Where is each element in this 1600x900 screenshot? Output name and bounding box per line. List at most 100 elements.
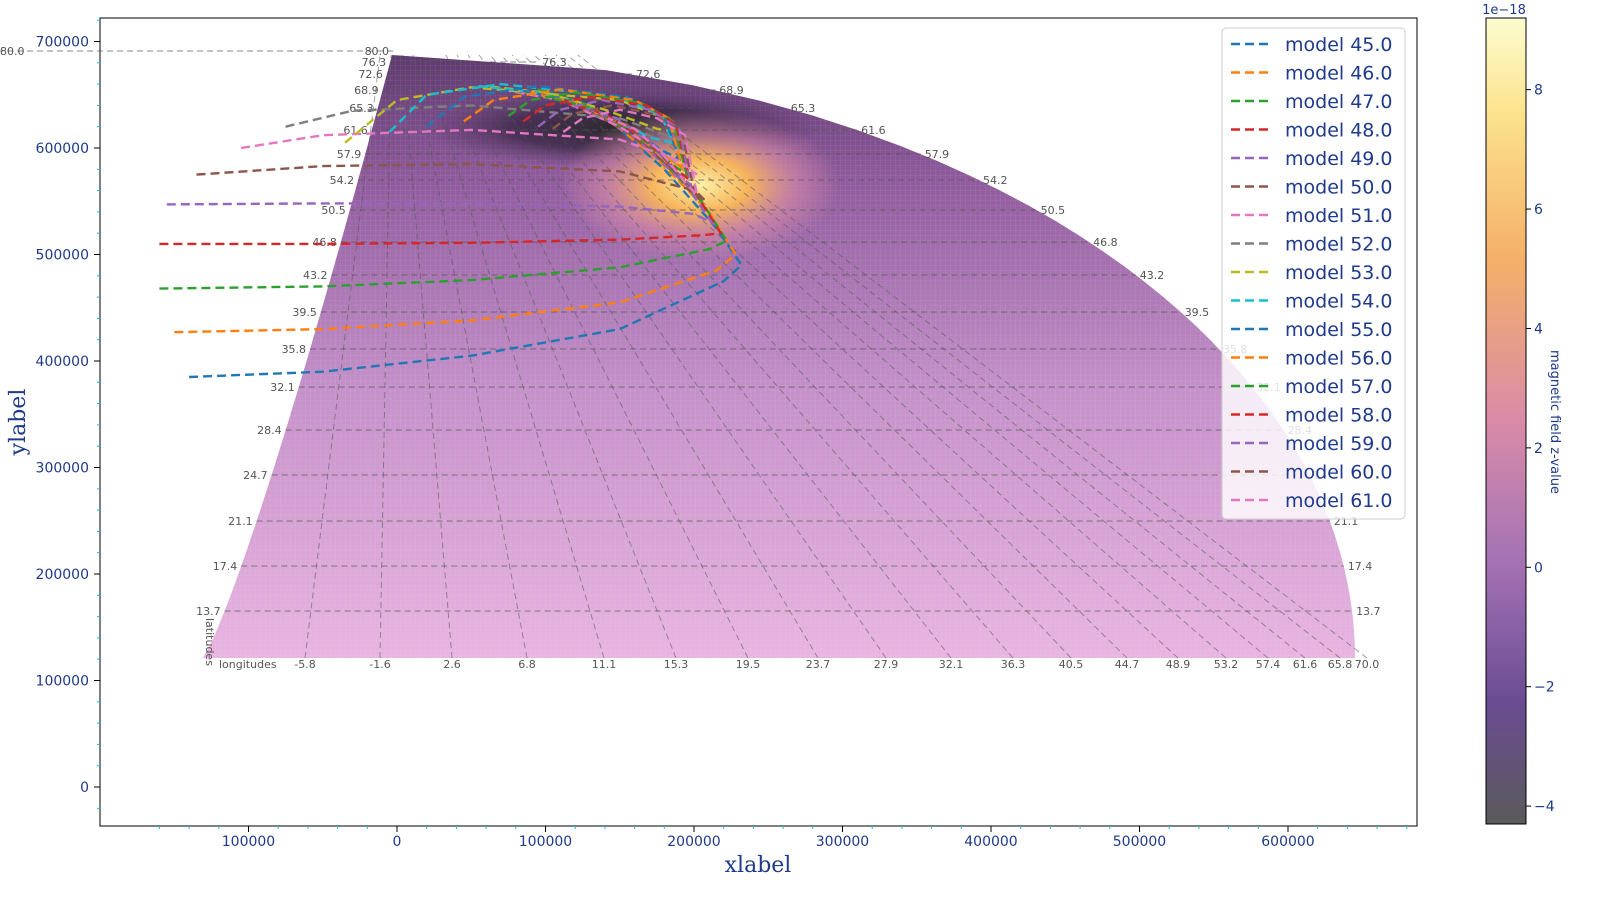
colorbar-tick-label: −2 bbox=[1534, 680, 1555, 696]
latitude-label: 54.2 bbox=[330, 174, 355, 187]
colorbar-scale bbox=[1485, 17, 1527, 825]
longitude-grid-line bbox=[467, 54, 887, 659]
longitude-label: 65.8 bbox=[1328, 658, 1353, 671]
x-tick-label: 200000 bbox=[667, 834, 720, 850]
series-line bbox=[189, 88, 744, 379]
longitudes-title: longitudes bbox=[219, 658, 277, 671]
legend-label: model 60.0 bbox=[1285, 462, 1393, 484]
legend-label: model 48.0 bbox=[1285, 120, 1393, 142]
series-line bbox=[166, 88, 716, 226]
y-tick-label: 300000 bbox=[36, 461, 89, 477]
y-tick-label: 100000 bbox=[36, 674, 89, 690]
longitude-label: 27.9 bbox=[874, 658, 899, 671]
colorbar-tick-label: 8 bbox=[1534, 83, 1543, 99]
colorbar-tick-label: −4 bbox=[1534, 799, 1555, 815]
longitude-grid-line bbox=[522, 54, 1179, 659]
x-tick-label: 100000 bbox=[222, 834, 275, 850]
legend-box bbox=[1221, 27, 1406, 520]
latitude-label: 32.1 bbox=[270, 381, 295, 394]
y-axis: 0 100000 200000 300000 400000 500000 600000 700… bbox=[36, 19, 100, 809]
longitude-grid-line bbox=[445, 54, 749, 659]
legend-label: model 52.0 bbox=[1285, 234, 1393, 256]
latitude-label: 61.6 bbox=[861, 124, 886, 137]
longitude-label: 48.9 bbox=[1166, 658, 1191, 671]
latitude-label: 50.5 bbox=[321, 204, 346, 217]
y-tick-label: 700000 bbox=[36, 35, 89, 51]
x-tick-label: 100000 bbox=[519, 834, 572, 850]
longitude-grid-line bbox=[379, 54, 392, 659]
legend-label: model 46.0 bbox=[1285, 63, 1393, 85]
latitude-label: 17.4 bbox=[213, 560, 238, 573]
legend-label: model 50.0 bbox=[1285, 177, 1393, 199]
series-line bbox=[552, 104, 696, 194]
latitude-label: 13.7 bbox=[196, 605, 221, 618]
latitude-label: 46.8 bbox=[312, 236, 337, 249]
coordinate-grid-labels: 13.713.717.417.421.121.124.724.728.428.4… bbox=[0, 45, 1381, 671]
latitude-label: 61.6 bbox=[343, 124, 368, 137]
field-hotspot bbox=[560, 110, 840, 260]
colorbar-tick-label: 2 bbox=[1534, 441, 1543, 457]
legend-label: model 57.0 bbox=[1285, 376, 1393, 398]
legend-label: model 55.0 bbox=[1285, 319, 1393, 341]
y-tick-label: 0 bbox=[80, 780, 89, 796]
coordinate-grid bbox=[0, 50, 1368, 659]
latitude-label: 57.9 bbox=[925, 148, 950, 161]
latitude-label: 72.6 bbox=[358, 68, 383, 81]
latitude-label: 76.3 bbox=[362, 56, 387, 69]
legend: model 45.0 model 46.0 model 47.0 model 48.0… bbox=[1221, 27, 1406, 520]
legend-label: model 49.0 bbox=[1285, 148, 1393, 170]
longitude-label: 61.6 bbox=[1293, 658, 1318, 671]
series-line bbox=[174, 88, 738, 334]
legend-label: model 56.0 bbox=[1285, 348, 1393, 370]
latitude-label: 72.6 bbox=[636, 68, 661, 81]
longitude-label: 6.8 bbox=[518, 658, 536, 671]
series-line bbox=[196, 88, 707, 203]
series-line bbox=[240, 88, 698, 176]
longitude-grid-line bbox=[511, 54, 1128, 659]
longitude-label: 44.7 bbox=[1115, 658, 1140, 671]
colorbar-tick-label: 4 bbox=[1534, 321, 1543, 337]
latitude-label: 17.4 bbox=[1348, 560, 1373, 573]
longitude-label: -1.6 bbox=[369, 658, 390, 671]
colorbar-tick-label: 6 bbox=[1534, 202, 1543, 218]
legend-label: model 58.0 bbox=[1285, 405, 1393, 427]
latitude-label: 35.8 bbox=[282, 343, 307, 356]
latitude-label: 65.3 bbox=[791, 102, 816, 115]
longitude-grid-line bbox=[478, 54, 952, 659]
y-axis-title: ylabel bbox=[6, 389, 31, 457]
longitude-label: 15.3 bbox=[664, 658, 689, 671]
field-mesh bbox=[203, 55, 1355, 658]
longitude-grid-line bbox=[500, 54, 1072, 659]
x-axis: 100000 0 100000 200000 300000 400000 500000 600… bbox=[158, 826, 1408, 850]
longitude-grid-line bbox=[566, 54, 1341, 659]
longitude-label: 36.3 bbox=[1001, 658, 1026, 671]
latitude-label: 76.3 bbox=[542, 56, 567, 69]
legend-label: model 53.0 bbox=[1285, 262, 1393, 284]
longitude-grid-line bbox=[456, 54, 819, 659]
longitude-grid-line bbox=[489, 54, 1014, 659]
colorbar: 8 6 4 2 0 −2 −4 1e−18 magnetic field z-value bbox=[1482, 3, 1562, 825]
latitude-label: 39.5 bbox=[292, 306, 317, 319]
latitude-label: 13.7 bbox=[1356, 605, 1381, 618]
longitude-label: 70.0 bbox=[1355, 658, 1380, 671]
latitude-label: 80.0 bbox=[0, 45, 25, 58]
latitude-label: 57.9 bbox=[337, 148, 362, 161]
longitude-label: -5.8 bbox=[294, 658, 315, 671]
latitude-label: 43.2 bbox=[303, 269, 328, 282]
y-tick-label: 200000 bbox=[36, 567, 89, 583]
latitude-label: 46.8 bbox=[1093, 236, 1118, 249]
longitude-grid-line bbox=[304, 54, 381, 659]
longitude-label: 2.6 bbox=[443, 658, 461, 671]
longitude-grid-line bbox=[401, 54, 453, 659]
latitudes-title: latitudes bbox=[203, 618, 216, 666]
x-axis-title: xlabel bbox=[725, 853, 792, 878]
colorbar-title: magnetic field z-value bbox=[1547, 350, 1562, 494]
latitude-label: 21.1 bbox=[228, 515, 253, 528]
series-lines bbox=[159, 82, 744, 379]
legend-label: model 54.0 bbox=[1285, 291, 1393, 313]
longitude-label: 23.7 bbox=[806, 658, 831, 671]
latitude-label: 68.9 bbox=[719, 84, 744, 97]
latitude-label: 50.5 bbox=[1041, 204, 1066, 217]
longitude-label: 19.5 bbox=[736, 658, 761, 671]
colorbar-tick-label: 0 bbox=[1534, 560, 1543, 576]
